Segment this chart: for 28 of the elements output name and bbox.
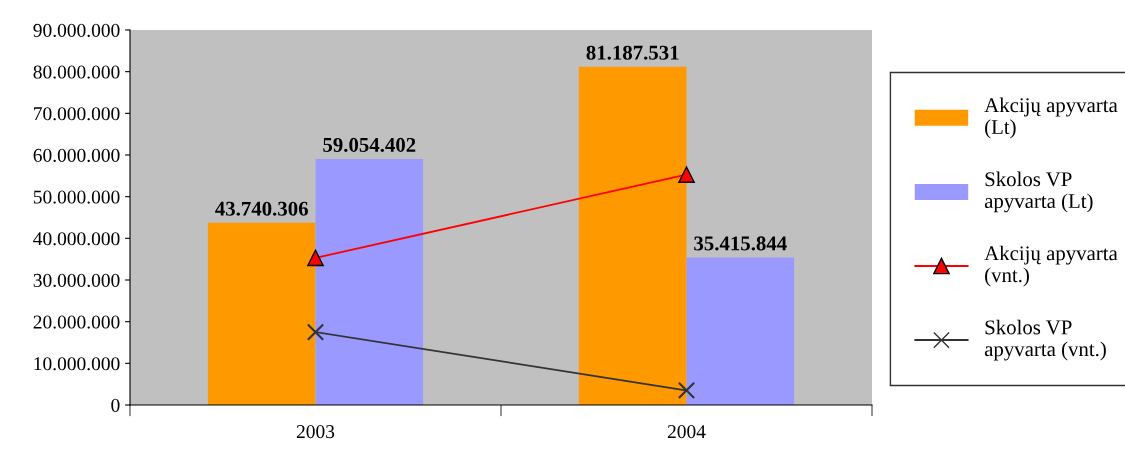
y-tick-label: 70.000.000 xyxy=(34,107,120,121)
data-label: 43.740.306 xyxy=(215,201,308,216)
y-tick-label: 60.000.000 xyxy=(33,148,120,163)
bar xyxy=(578,66,687,405)
y-tick-label: 0 xyxy=(111,398,120,412)
data-label: 81.187.531 xyxy=(586,45,679,60)
data-label: 35.415.844 xyxy=(694,236,787,251)
data-label: 59.054.402 xyxy=(323,137,416,153)
legend-label: Akcijų apyvarta (vnt.) xyxy=(984,245,1118,287)
y-tick-label: 10.000.000 xyxy=(34,357,120,371)
legend-label: Skolos VP apyvarta (vnt.) xyxy=(984,319,1106,361)
y-tick-label: 40.000.000 xyxy=(33,232,120,246)
bar xyxy=(315,158,424,405)
point xyxy=(678,166,695,183)
point xyxy=(677,381,696,400)
x-tick-label: 2003 xyxy=(296,425,335,439)
legend-label: Akcijų apyvarta (Lt) xyxy=(984,97,1118,139)
y-tick-label: 50.000.000 xyxy=(33,190,120,204)
point xyxy=(307,249,324,267)
y-tick-label: 80.000.000 xyxy=(33,65,120,79)
legend-label: Skolos VP apyvarta (Lt) xyxy=(984,171,1093,213)
x-tick-label: 2004 xyxy=(667,425,706,439)
y-tick-label: 30.000.000 xyxy=(33,273,120,288)
bar xyxy=(686,257,795,405)
bar xyxy=(207,222,316,405)
y-tick-label: 90.000.000 xyxy=(33,23,120,38)
y-tick-label: 20.000.000 xyxy=(33,315,120,329)
point xyxy=(306,323,325,341)
